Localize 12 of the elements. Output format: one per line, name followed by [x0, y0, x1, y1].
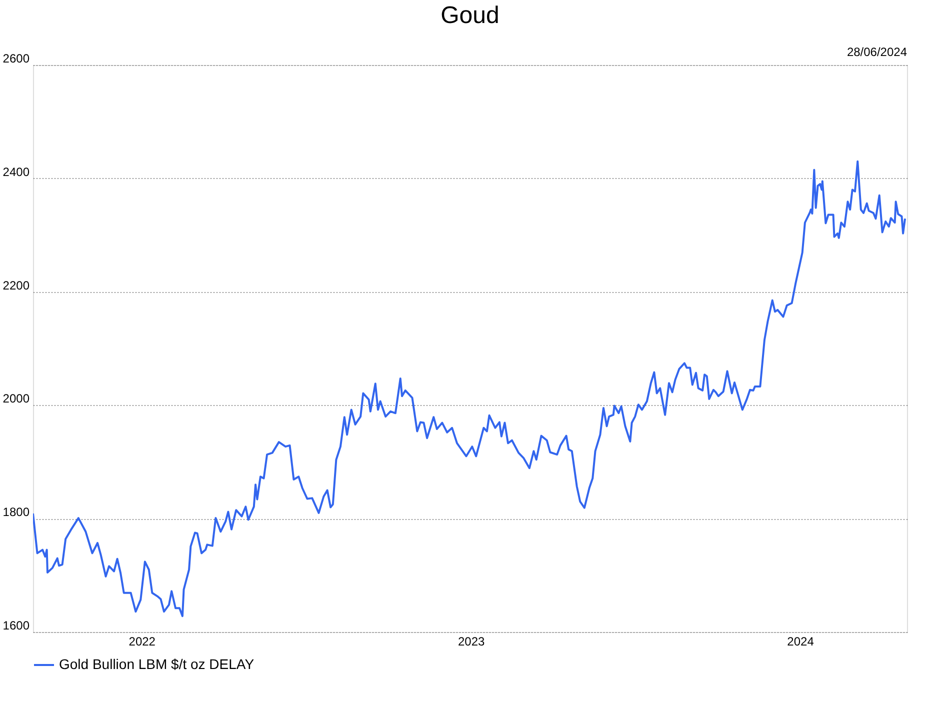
y-tick-label: 2000 [2, 392, 30, 406]
text: 28/06/2024 [846, 45, 908, 59]
legend-label: Gold Bullion LBM $/t oz DELAY [59, 656, 255, 672]
y-tick-label: 1600 [2, 618, 30, 632]
y-tick-label: 1800 [2, 505, 30, 520]
chart-title: Goud [440, 2, 500, 29]
x-tick-label: 2023 [458, 634, 485, 648]
y-tick-label: 2400 [2, 164, 30, 179]
x-tick-label: 2022 [128, 634, 156, 648]
y-tick-label: 2600 [2, 52, 30, 66]
x-tick-label: 2024 [787, 634, 814, 648]
y-tick-label: 2200 [2, 278, 30, 292]
